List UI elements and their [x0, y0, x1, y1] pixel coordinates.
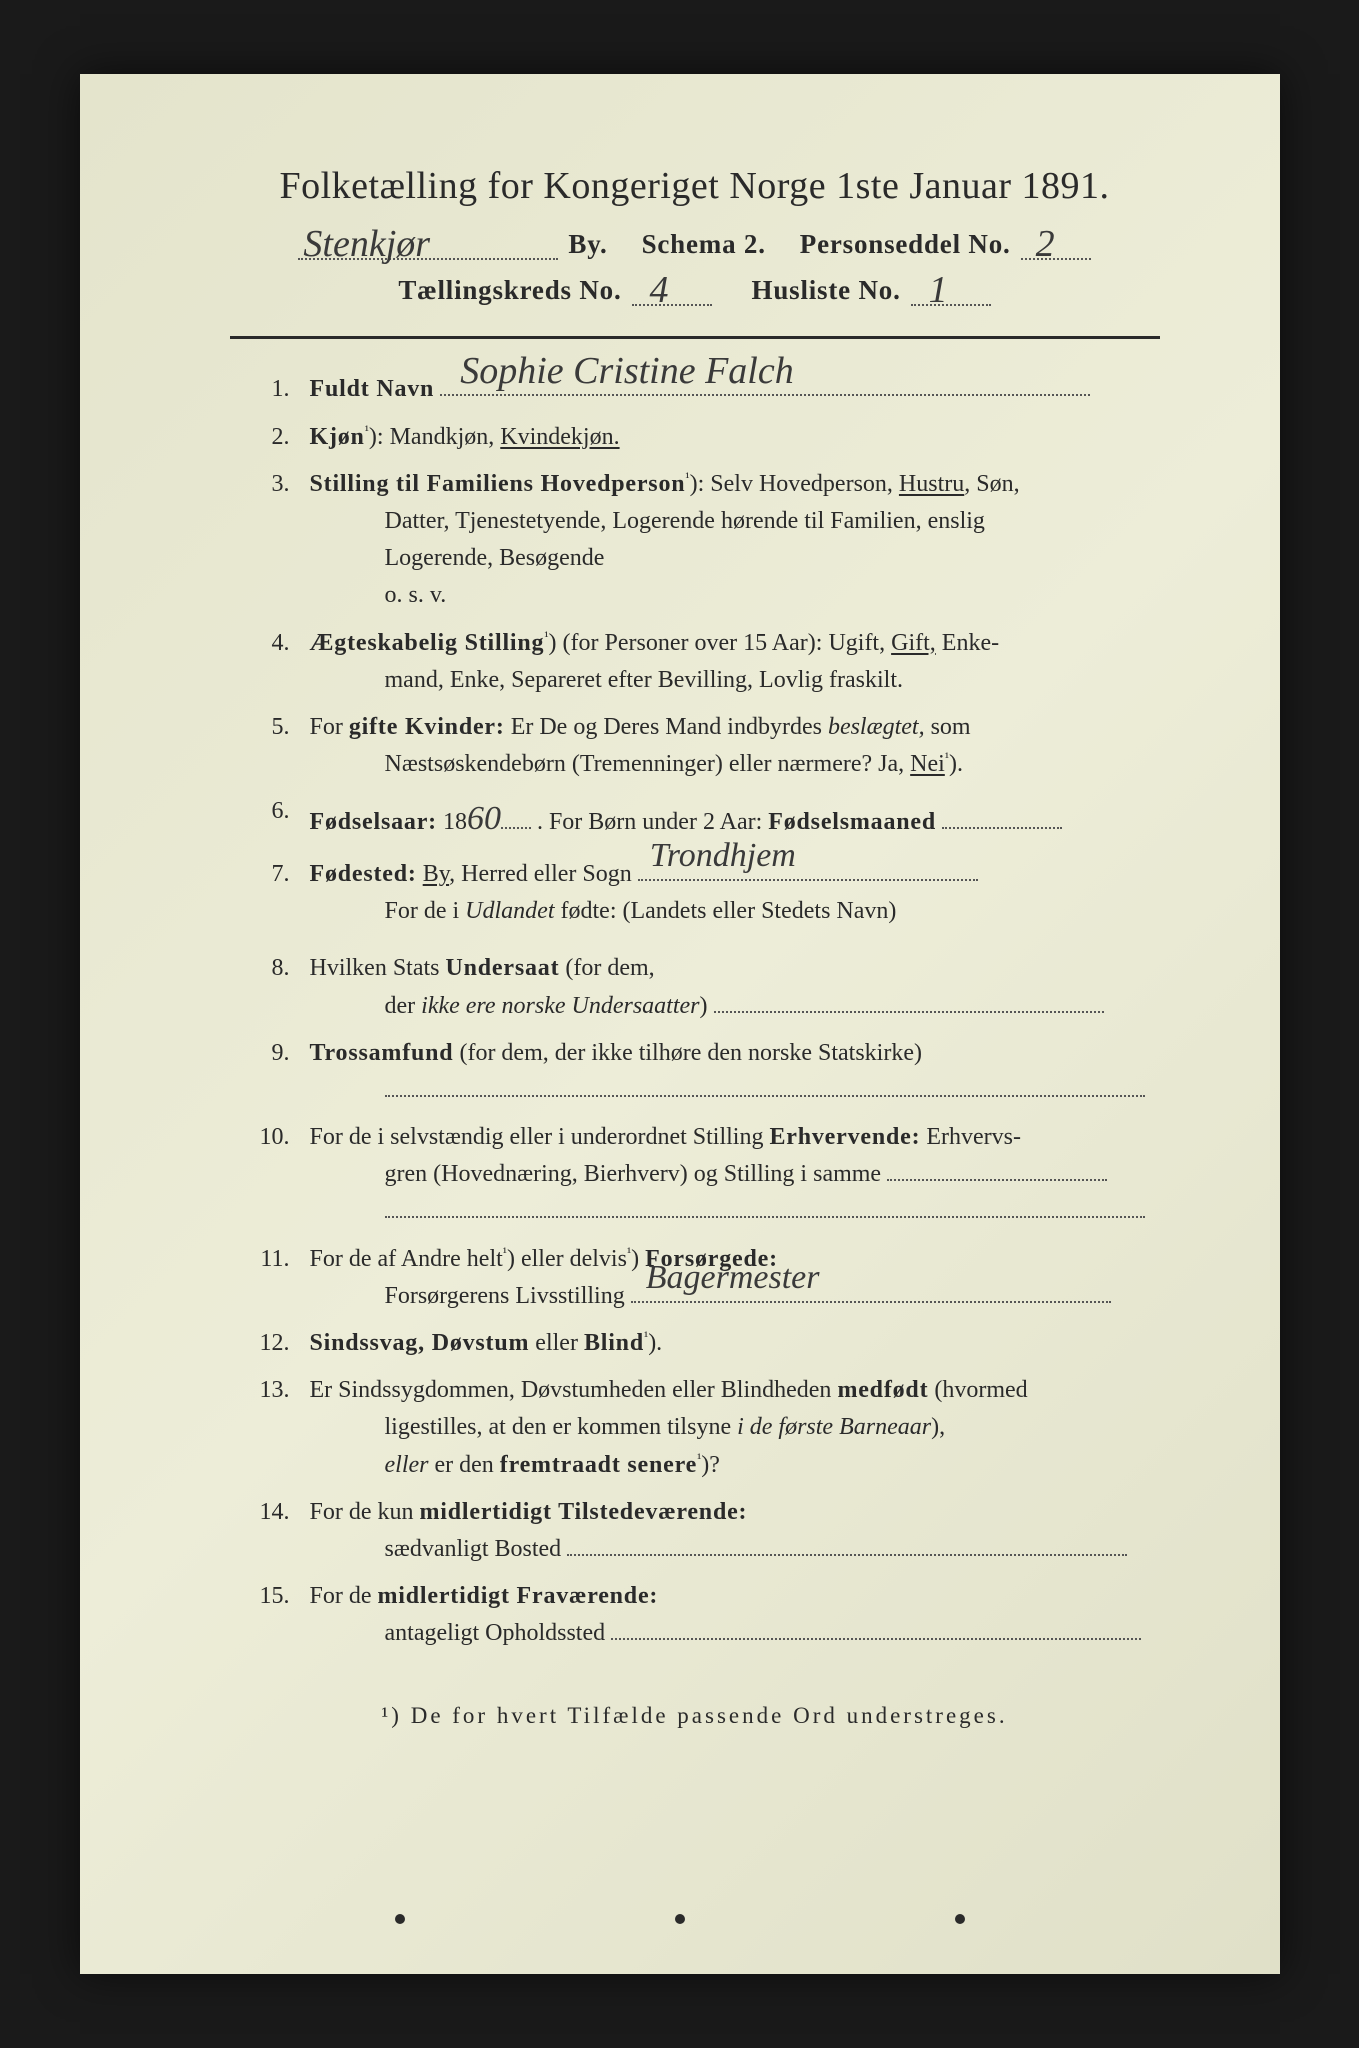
item-4-line2: mand, Enke, Separeret efter Bevilling, L…	[310, 662, 1160, 699]
item-8-label: Undersaat	[446, 955, 560, 981]
item-12-label: Sindssvag, Døvstum	[310, 1330, 530, 1356]
item-5-num: 5.	[230, 709, 310, 746]
item-14-num: 14.	[230, 1494, 310, 1531]
item-3-label: Stilling til Familiens Hovedperson	[310, 471, 686, 497]
hole-dot	[395, 1914, 405, 1924]
personseddel-hw: 2	[1036, 222, 1055, 266]
item-3-num: 3.	[230, 466, 310, 503]
item-15: 15. For de midlertidigt Fraværende: anta…	[230, 1578, 1160, 1652]
item-12: 12. Sindssvag, Døvstum eller Blind¹).	[230, 1325, 1160, 1362]
item-10-num: 10.	[230, 1119, 310, 1156]
schema-label: Schema 2.	[642, 229, 766, 260]
item-6-label: Fødselsaar:	[310, 809, 437, 835]
item-4: 4. Ægteskabelig Stilling¹) (for Personer…	[230, 625, 1160, 699]
item-7-num: 7.	[230, 856, 310, 893]
item-10: 10. For de i selvstændig eller i underor…	[230, 1119, 1160, 1231]
item-15-num: 15.	[230, 1578, 310, 1615]
item-7-selected: By	[423, 861, 449, 887]
item-9-label: Trossamfund	[310, 1040, 454, 1066]
item-6-num: 6.	[230, 793, 310, 830]
binding-holes	[80, 1914, 1280, 1924]
taellingskreds-field: 4	[632, 275, 712, 307]
hole-dot	[675, 1914, 685, 1924]
husliste-field: 1	[911, 275, 991, 307]
item-12-num: 12.	[230, 1325, 310, 1362]
item-14-label: midlertidigt Tilstedeværende:	[420, 1499, 748, 1525]
item-2-selected: Kvindekjøn.	[500, 424, 619, 450]
item-3-line1a: Selv Hovedperson,	[710, 471, 899, 497]
census-form-page: Folketælling for Kongeriget Norge 1ste J…	[80, 74, 1280, 1974]
item-7-hw: Trondhjem	[650, 830, 796, 883]
item-14: 14. For de kun midlertidigt Tilstedevære…	[230, 1494, 1160, 1568]
personseddel-field: 2	[1021, 228, 1091, 260]
form-items: 1. Fuldt Navn Sophie Cristine Falch 2. K…	[230, 371, 1160, 1652]
item-15-label: midlertidigt Fraværende:	[378, 1583, 659, 1609]
footnote-text: De for hvert Tilfælde passende Ord under…	[411, 1703, 1008, 1728]
header-line-2: Tællingskreds No. 4 Husliste No. 1	[230, 275, 1160, 307]
hole-dot	[955, 1914, 965, 1924]
item-13: 13. Er Sindssygdommen, Døvstumheden elle…	[230, 1372, 1160, 1484]
item-7-label: Fødested:	[310, 861, 417, 887]
by-field: Stenkjør	[298, 228, 558, 260]
item-3-line2: Datter, Tjenestetyende, Logerende hørend…	[310, 503, 1160, 540]
item-7: 7. Fødested: By, Herred eller Sogn Trond…	[230, 856, 1160, 930]
item-10-label: Erhvervende:	[769, 1124, 920, 1150]
item-11-num: 11.	[230, 1241, 310, 1278]
header-line-1: Stenkjør By. Schema 2. Personseddel No. …	[230, 228, 1160, 260]
item-11: 11. For de af Andre helt¹) eller delvis¹…	[230, 1241, 1160, 1315]
item-6-year-hw: 60	[467, 800, 501, 837]
item-3-selected: Hustru	[899, 471, 964, 497]
item-9-num: 9.	[230, 1035, 310, 1072]
item-2: 2. Kjøn¹): Mandkjøn, Kvindekjøn.	[230, 419, 1160, 456]
husliste-label: Husliste No.	[752, 275, 901, 306]
item-2-label: Kjøn	[310, 424, 365, 450]
page-title: Folketælling for Kongeriget Norge 1ste J…	[230, 164, 1160, 208]
item-2-num: 2.	[230, 419, 310, 456]
item-3: 3. Stilling til Familiens Hovedperson¹):…	[230, 466, 1160, 615]
item-9: 9. Trossamfund (for dem, der ikke tilhør…	[230, 1035, 1160, 1109]
taellingskreds-label: Tællingskreds No.	[398, 275, 621, 306]
item-8: 8. Hvilken Stats Undersaat (for dem, der…	[230, 950, 1160, 1024]
item-4-text1: (for Personer over 15 Aar): Ugift,	[563, 630, 892, 656]
personseddel-label: Personseddel No.	[800, 229, 1011, 260]
item-1: 1. Fuldt Navn Sophie Cristine Falch	[230, 371, 1160, 408]
item-1-label: Fuldt Navn	[310, 376, 435, 402]
item-5: 5. For gifte Kvinder: Er De og Deres Man…	[230, 709, 1160, 783]
by-handwritten: Stenkjør	[303, 222, 430, 266]
item-3-line4: o. s. v.	[310, 577, 1160, 614]
item-5-label: gifte Kvinder:	[349, 714, 505, 740]
footnote: ¹) De for hvert Tilfælde passende Ord un…	[230, 1703, 1160, 1729]
item-3-line3: Logerende, Besøgende	[310, 540, 1160, 577]
item-13-num: 13.	[230, 1372, 310, 1409]
item-4-label: Ægteskabelig Stilling	[310, 630, 545, 656]
horizontal-rule	[230, 336, 1160, 339]
by-label: By.	[568, 229, 607, 260]
item-2-text: Mandkjøn,	[390, 424, 501, 450]
item-4-num: 4.	[230, 625, 310, 662]
item-1-hw: Sophie Cristine Falch	[460, 342, 794, 401]
taellingskreds-hw: 4	[650, 268, 669, 312]
husliste-hw: 1	[929, 268, 948, 312]
item-1-field: Sophie Cristine Falch	[440, 394, 1090, 396]
item-11-hw: Bagermester	[646, 1252, 820, 1305]
item-8-num: 8.	[230, 950, 310, 987]
item-5-selected: Nei	[910, 751, 945, 777]
footnote-marker: ¹)	[381, 1703, 402, 1728]
item-4-selected: Gift,	[891, 630, 936, 656]
item-1-num: 1.	[230, 371, 310, 408]
